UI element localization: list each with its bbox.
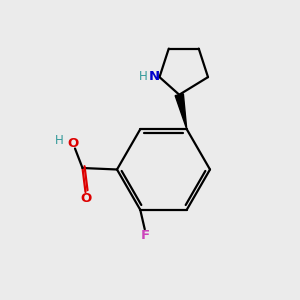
Text: F: F <box>141 230 150 242</box>
Text: H: H <box>55 134 64 148</box>
Text: N: N <box>148 70 160 83</box>
Text: O: O <box>80 192 91 205</box>
Text: H: H <box>139 70 147 83</box>
Text: O: O <box>68 136 79 150</box>
Polygon shape <box>175 94 187 129</box>
